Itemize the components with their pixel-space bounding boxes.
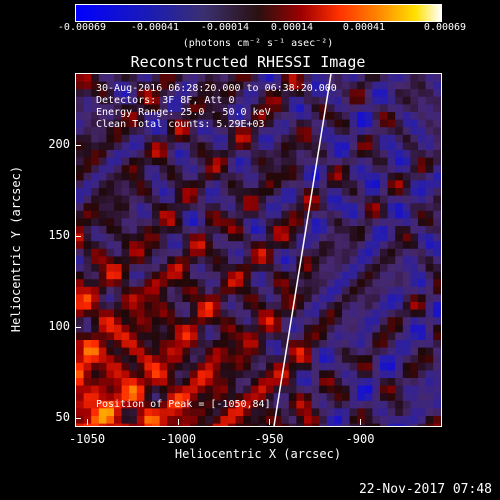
y-tick-label: 50 (55, 410, 70, 424)
x-tick-mark (178, 419, 179, 425)
footer-date: 22-Nov-2017 07:48 (358, 482, 492, 497)
x-tick-label: -950 (254, 432, 284, 446)
heatmap-image (76, 74, 441, 426)
y-tick-label: 150 (48, 228, 70, 242)
y-tick-mark (75, 145, 81, 146)
colorbar-tick: 0.00014 (270, 22, 314, 33)
info-detectors: Detectors: 3F 8F, Att 0 (96, 95, 235, 106)
info-clean-counts: Clean Total counts: 5.29E+03 (96, 119, 265, 130)
colorbar-tick: -0.00041 (130, 22, 180, 33)
plot-title: Reconstructed RHESSI Image (130, 53, 366, 71)
y-tick-mark (75, 327, 81, 328)
x-tick-label: -1000 (159, 432, 197, 446)
colorbar-tick: -0.00014 (200, 22, 250, 33)
peak-position: Position of Peak = [-1050,84] (96, 399, 271, 410)
x-tick-label: -900 (345, 432, 375, 446)
colorbar-tick: 0.00069 (423, 22, 467, 33)
info-energy-range: Energy Range: 25.0 - 50.0 keV (96, 107, 271, 118)
info-time-range: 30-Aug-2016 06:28:20.000 to 06:38:20.000 (96, 83, 337, 94)
solar-limb-line (273, 74, 332, 426)
y-tick-label: 200 (48, 137, 70, 151)
x-axis-label: Heliocentric X (arcsec) (174, 447, 342, 461)
x-tick-mark (269, 419, 270, 425)
colorbar-units: (photons cm⁻² s⁻¹ asec⁻²) (182, 38, 334, 49)
x-tick-mark (360, 419, 361, 425)
colorbar-tick: -0.00069 (57, 22, 107, 33)
y-axis-label: Heliocentric Y (arcsec) (9, 165, 23, 333)
x-tick-label: -1050 (68, 432, 106, 446)
colorbar (75, 4, 442, 22)
image-plot-area: 30-Aug-2016 06:28:20.000 to 06:38:20.000… (75, 73, 442, 427)
y-tick-label: 100 (48, 319, 70, 333)
y-tick-mark (75, 236, 81, 237)
y-tick-mark (75, 418, 81, 419)
x-tick-mark (87, 419, 88, 425)
colorbar-tick: 0.00041 (342, 22, 386, 33)
